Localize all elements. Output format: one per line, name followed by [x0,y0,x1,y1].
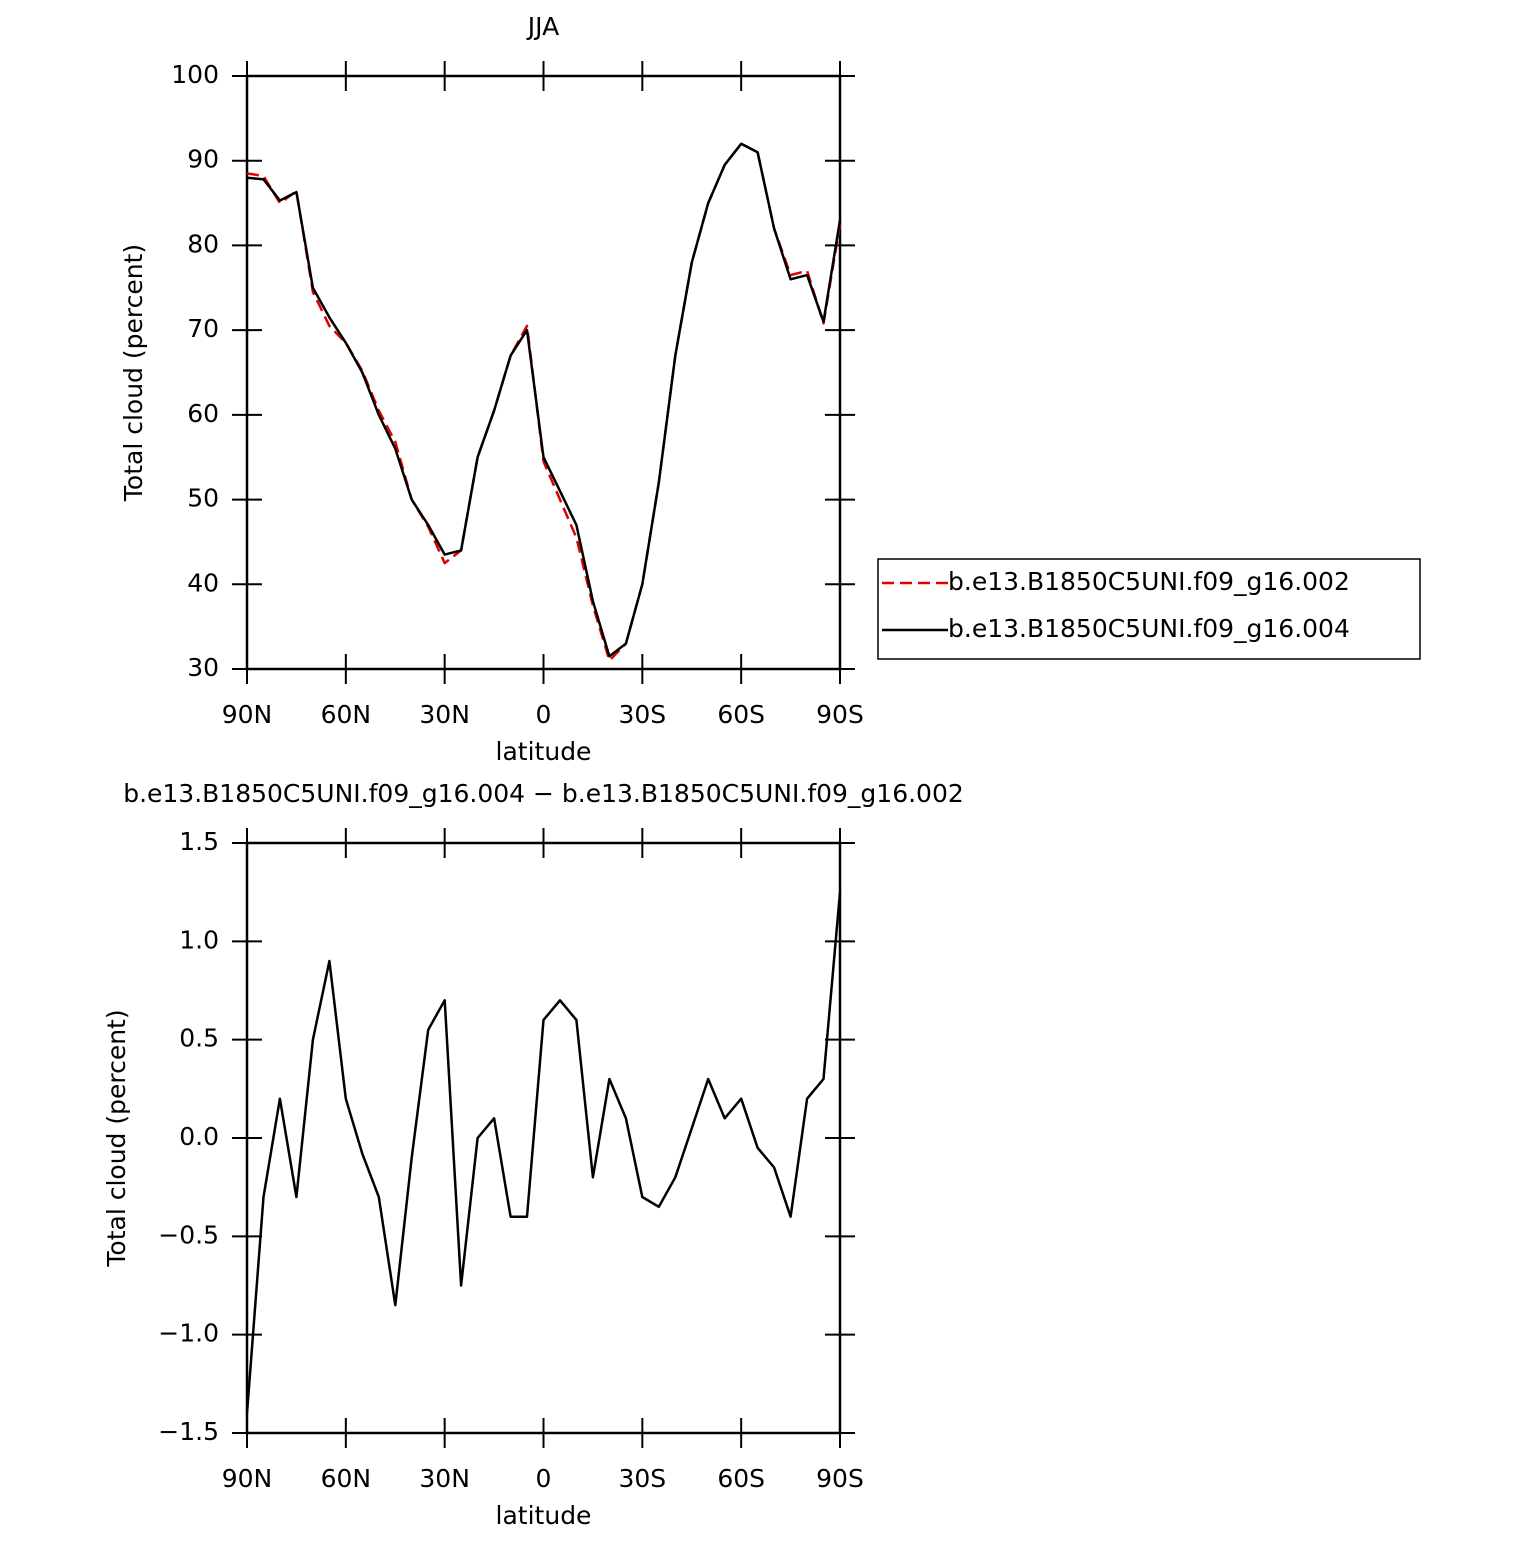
x-tick-label: 60N [321,1464,372,1493]
x-tick-label: 60S [717,1464,765,1493]
y-tick-label: 1.0 [179,925,219,954]
x-tick-label: 30S [618,1464,666,1493]
y-tick-label: 80 [187,229,219,258]
x-tick-label: 30N [419,700,470,729]
data-line [246,142,842,658]
x-tick-label: 90S [816,1464,864,1493]
x-axis-label: latitude [496,1501,592,1530]
x-tick-label: 0 [536,700,552,729]
data-line [246,142,842,662]
x-tick-label: 30S [618,700,666,729]
x-tick-label: 0 [536,1464,552,1493]
y-tick-label: −1.0 [158,1319,219,1348]
chart-title: b.e13.B1850C5UNI.f09_g16.004 − b.e13.B18… [123,779,964,808]
y-tick-label: 50 [187,484,219,513]
x-tick-label: 90N [222,700,273,729]
y-axis-label: Total cloud (percent) [102,1009,131,1267]
x-tick-label: 60N [321,700,372,729]
y-tick-label: 100 [171,60,219,89]
y-tick-label: 90 [187,145,219,174]
chart-title: JJA [526,12,559,41]
x-tick-label: 90S [816,700,864,729]
legend-box [877,558,1421,660]
x-axis-label: latitude [496,737,592,766]
x-tick-label: 60S [717,700,765,729]
y-tick-label: 60 [187,399,219,428]
y-tick-label: 0.5 [179,1024,219,1053]
y-tick-label: −0.5 [158,1220,219,1249]
y-axis-label: Total cloud (percent) [119,244,148,502]
y-tick-label: 30 [187,653,219,682]
y-tick-label: −1.5 [158,1417,219,1446]
y-tick-label: 1.5 [179,827,219,856]
y-tick-label: 70 [187,314,219,343]
data-line [245,892,842,1414]
x-tick-label: 30N [419,1464,470,1493]
plot-frame [245,74,842,671]
y-tick-label: 40 [187,568,219,597]
y-tick-label: 0.0 [179,1122,219,1151]
x-tick-label: 90N [222,1464,273,1493]
legend-label: b.e13.B1850C5UNI.f09_g16.004 [948,614,1350,643]
plot-frame [245,841,842,1435]
legend-label: b.e13.B1850C5UNI.f09_g16.002 [948,567,1350,596]
